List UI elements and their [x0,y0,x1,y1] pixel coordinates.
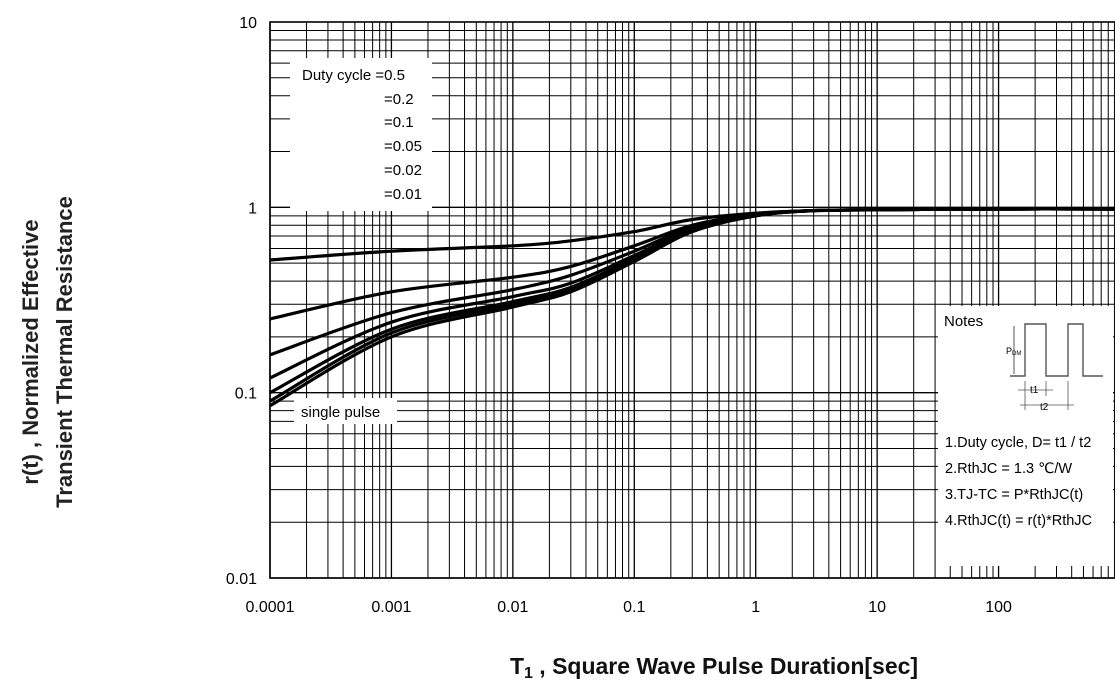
legend-entry: =0.02 [384,162,422,179]
notes-box: Notes PDM t1 t2 1.Duty cycle, D= t1 / t2… [938,306,1113,566]
legend-box [290,58,432,211]
y-axis-label-line1: r(t) , Normalized Effective [18,219,43,484]
y-tick-labels: 0.01 0.1 1 10 [226,15,257,588]
note-line: 2.RthJC = 1.3 ℃/W [945,461,1072,477]
duty-cycle-legend: Duty cycle =0.5 =0.2 =0.1 =0.05 =0.02 =0… [290,58,432,211]
notes-title: Notes [944,313,983,330]
legend-entry: =0.1 [384,114,414,131]
legend-entry: =0.01 [384,186,422,203]
plot-frame [269,21,1115,579]
legend-entry: =0.05 [384,138,422,155]
x-tick-label: 0.1 [623,599,645,616]
x-axis-label-rest: , Square Wave Pulse Duration[sec] [533,653,918,679]
note-line: 3.TJ-TC = P*RthJC(t) [945,487,1083,503]
x-tick-label: 1 [751,599,760,616]
legend-entry: =0.2 [384,91,414,108]
t1-label: t1 [1030,385,1039,396]
x-tick-label: 0.0001 [246,599,295,616]
y-tick-label: 0.1 [235,386,257,403]
y-axis-label-line2: Transient Thermal Resistance [52,196,77,508]
pdm-letter: P [1006,346,1012,356]
x-tick-label: 100 [985,599,1012,616]
y-tick-label: 0.01 [226,571,257,588]
single-pulse-annotation: single pulse [294,398,397,424]
legend-header: Duty cycle =0.5 [302,67,405,84]
x-tick-label: 0.001 [371,599,411,616]
pdm-label: PDM [1006,346,1021,357]
note-line: 4.RthJC(t) = r(t)*RthJC [945,513,1092,529]
series-6-line [269,207,1115,408]
x-axis-label-main: T [510,653,524,679]
x-tick-label: 10 [868,599,886,616]
x-axis-label: T1 , Square Wave Pulse Duration[sec] [510,653,918,682]
y-tick-label: 1 [248,200,257,217]
data-curves [269,207,1115,408]
note-line: 1.Duty cycle, D= t1 / t2 [945,435,1091,451]
x-axis-label-subscript: 1 [524,665,533,682]
t2-label: t2 [1040,402,1049,413]
pdm-subscript: DM [1012,351,1021,357]
y-tick-label: 10 [239,15,257,32]
single-pulse-label: single pulse [301,404,380,421]
pulse-waveform-icon [1010,323,1103,377]
x-tick-labels: 0.0001 0.001 0.01 0.1 1 10 100 [246,599,1012,616]
single-pulse-box [294,398,397,424]
x-tick-label: 0.01 [497,599,528,616]
